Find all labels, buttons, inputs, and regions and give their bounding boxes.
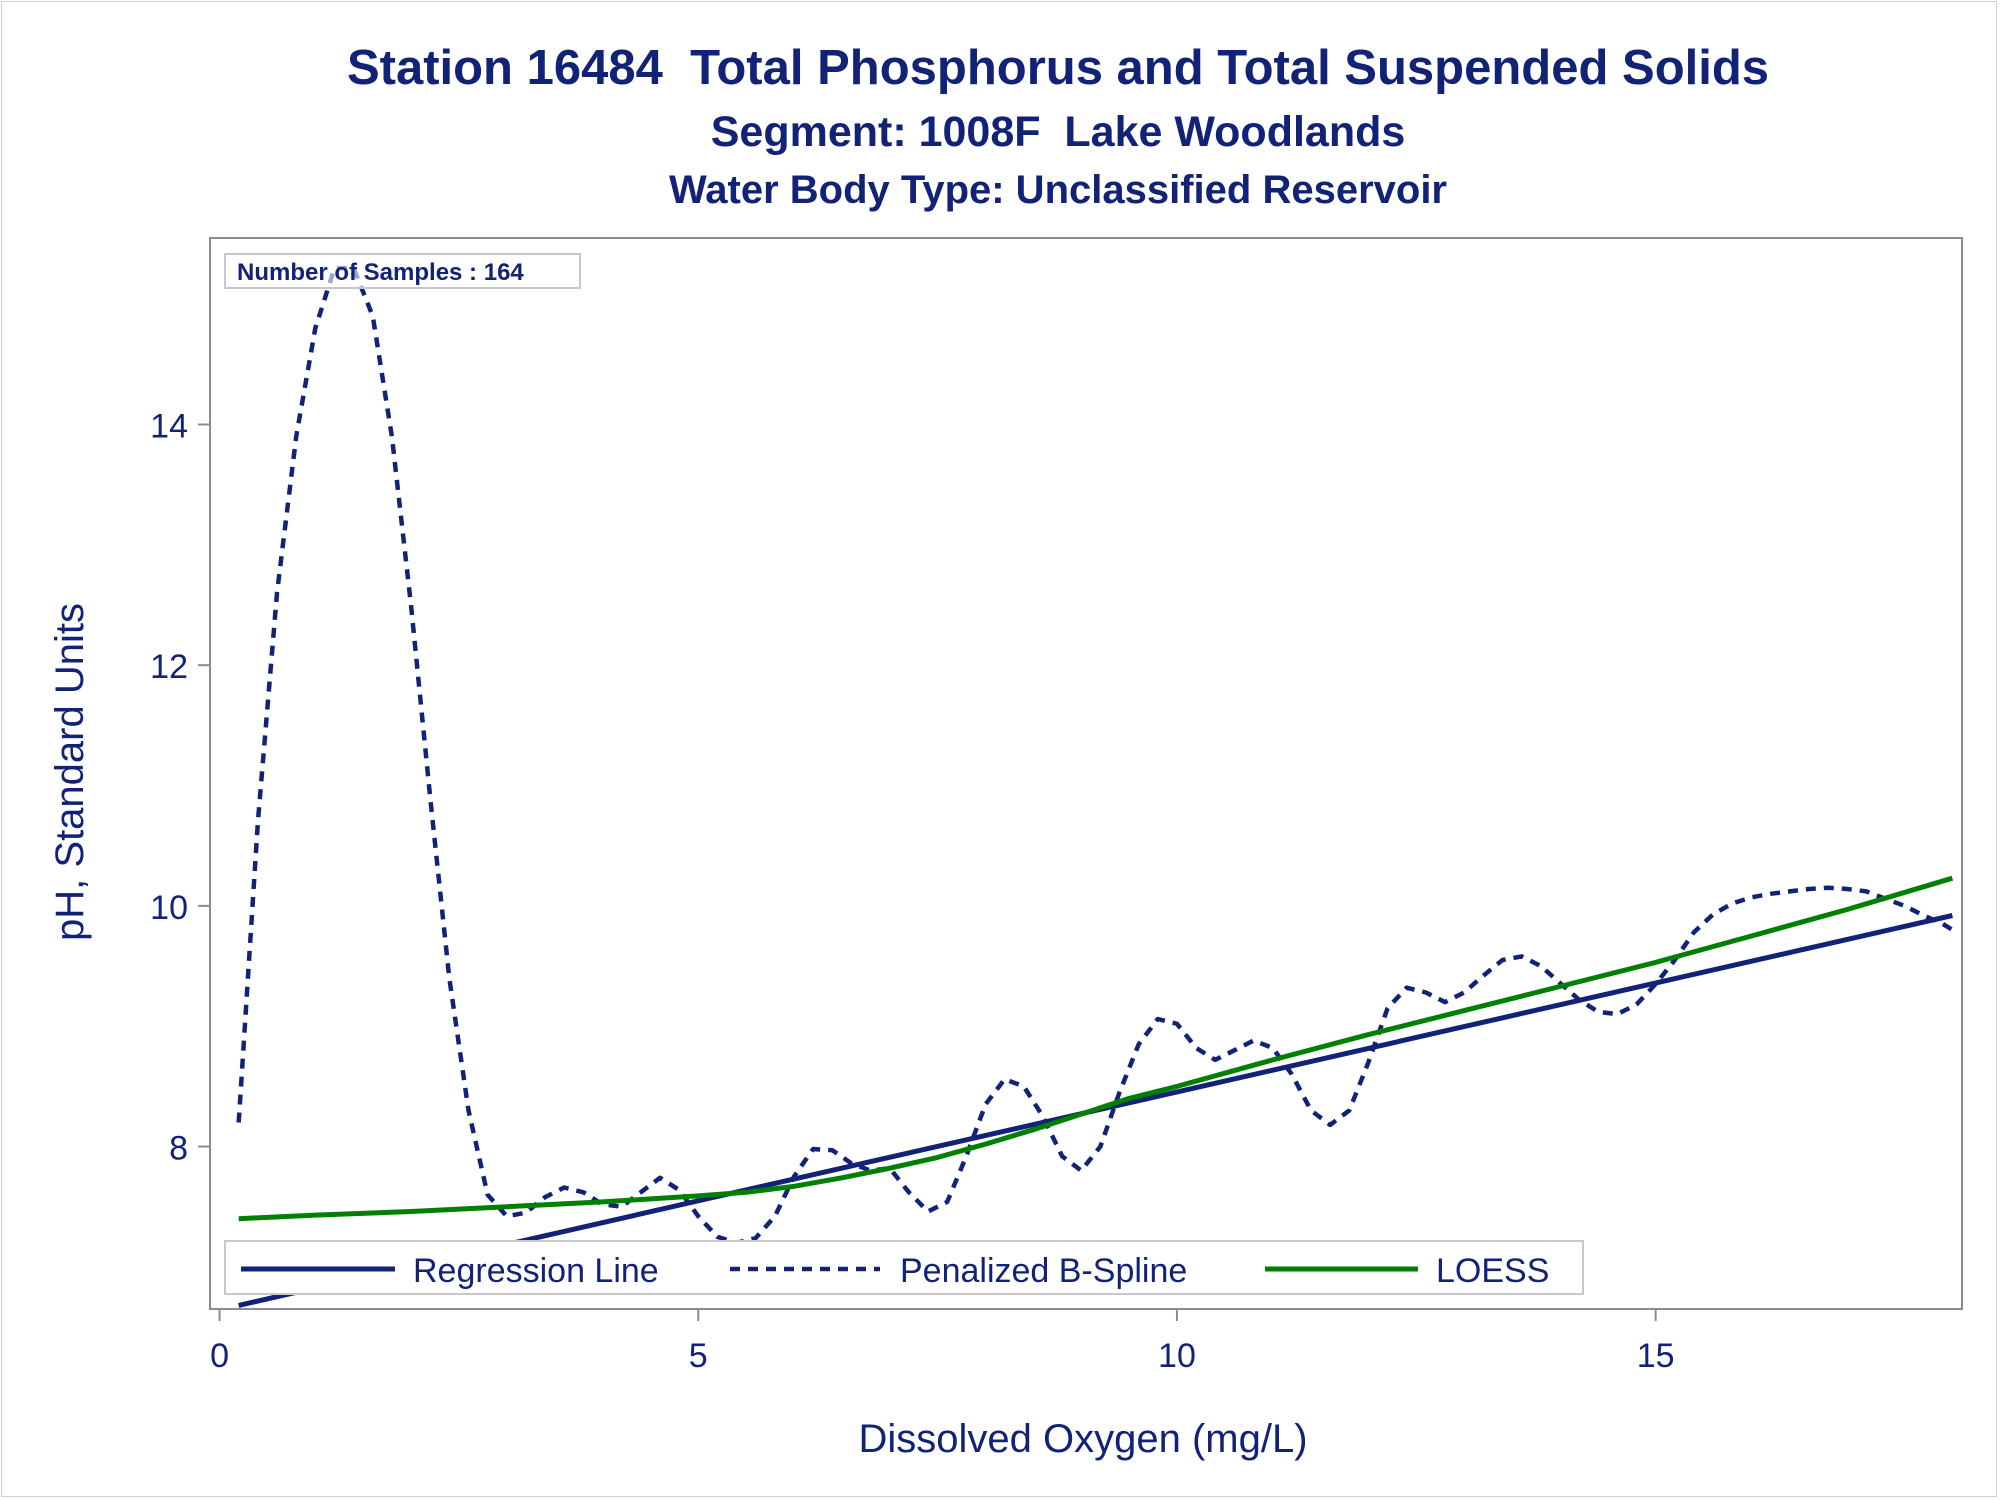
x-tick-label: 15 xyxy=(1637,1337,1675,1375)
legend-label: Regression Line xyxy=(413,1252,659,1290)
x-tick-label: 5 xyxy=(689,1337,708,1375)
plot-area xyxy=(209,237,1963,1310)
chart-title: Station 16484 Total Phosphorus and Total… xyxy=(346,41,1770,95)
series-line-penalized-b-spline xyxy=(236,265,1954,1246)
y-axis-label: pH, Standard Units xyxy=(48,603,92,941)
y-tick-label: 10 xyxy=(150,889,188,927)
x-axis-label: Dissolved Oxygen (mg/L) xyxy=(858,1417,1307,1461)
legend-label: LOESS xyxy=(1436,1252,1549,1290)
x-tick-label: 0 xyxy=(210,1337,229,1375)
sample-count-box xyxy=(224,253,581,289)
legend-label: Penalized B-Spline xyxy=(900,1252,1187,1290)
chart-subtitle-2: Water Body Type: Unclassified Reservoir xyxy=(668,168,1447,212)
y-tick-label: 12 xyxy=(150,648,188,686)
x-tick-label: 10 xyxy=(1158,1337,1196,1375)
series-line-loess xyxy=(238,875,1954,1222)
sample-count-label: Number of Samples : 164 xyxy=(237,259,524,286)
chart-subtitle: Segment: 1008F Lake Woodlands xyxy=(710,108,1406,156)
y-tick-label: 8 xyxy=(169,1130,188,1168)
y-tick-label: 14 xyxy=(150,408,188,446)
